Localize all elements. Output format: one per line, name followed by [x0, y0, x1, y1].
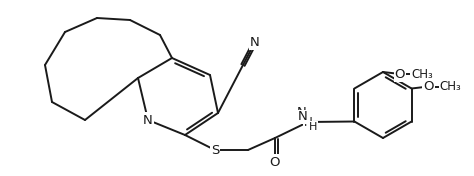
Text: S: S: [211, 143, 219, 156]
Text: O: O: [423, 80, 434, 93]
Text: N: N: [143, 114, 153, 127]
Text: N: N: [250, 36, 260, 49]
Text: CH₃: CH₃: [440, 80, 462, 93]
Text: N: N: [297, 105, 307, 118]
Text: H: H: [304, 115, 312, 128]
Text: CH₃: CH₃: [411, 68, 433, 80]
Text: O: O: [270, 156, 280, 168]
Text: O: O: [395, 68, 405, 80]
Text: H: H: [309, 122, 317, 132]
Text: N: N: [298, 111, 308, 124]
